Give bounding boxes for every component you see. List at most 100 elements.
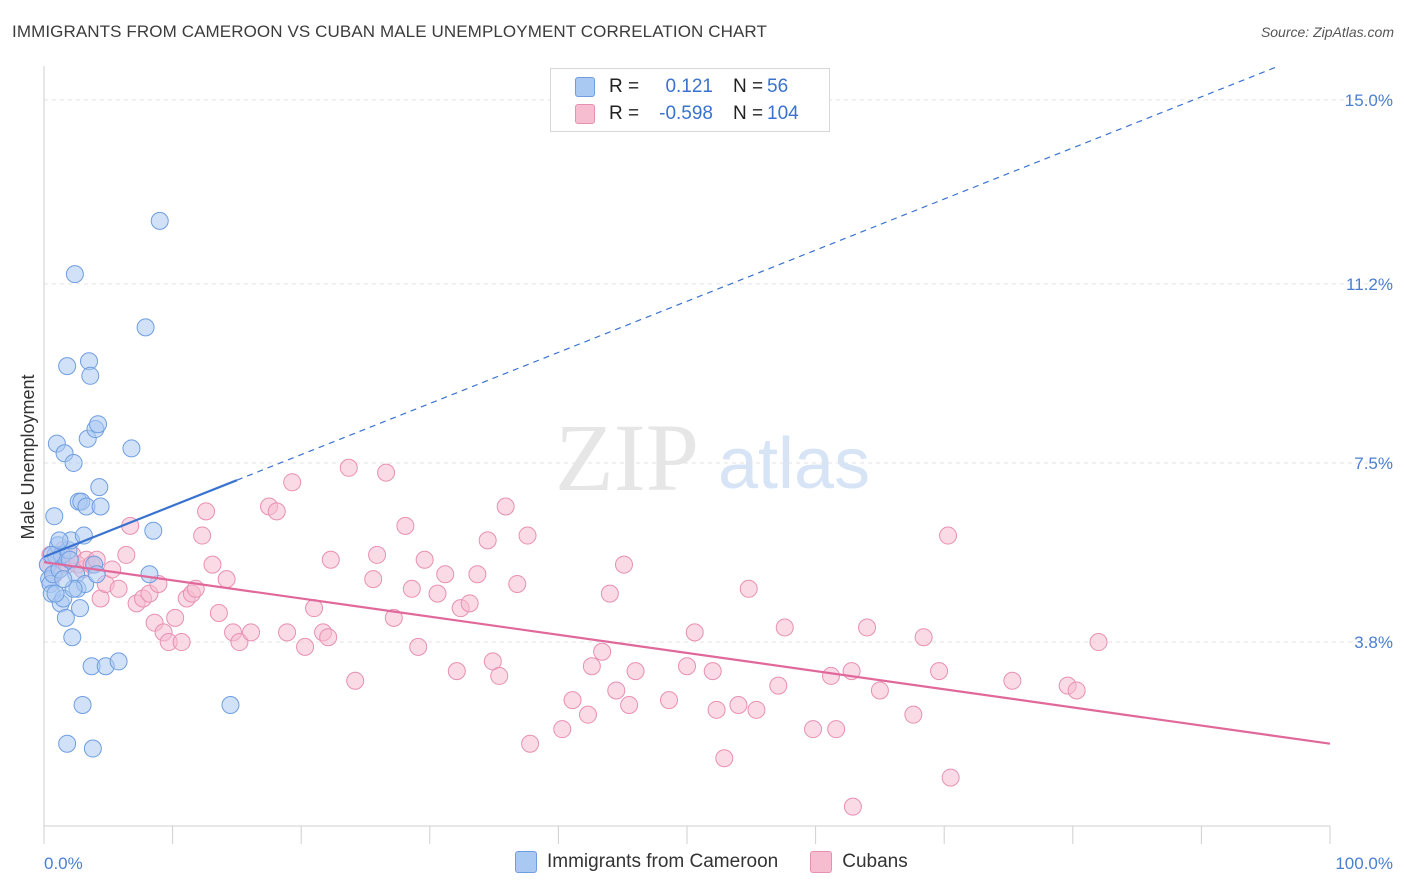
cubans-point-94[interactable]: [827, 720, 846, 739]
cubans-point-43[interactable]: [296, 637, 315, 656]
cubans-point-57[interactable]: [415, 550, 434, 569]
cameroon-point-35[interactable]: [83, 739, 102, 758]
cubans-point-53[interactable]: [384, 608, 403, 627]
cubans-point-38[interactable]: [242, 623, 261, 642]
cubans-point-84[interactable]: [703, 662, 722, 681]
cameroon-point-50[interactable]: [58, 734, 77, 753]
cubans-point-34[interactable]: [209, 604, 228, 623]
cameroon-point-5[interactable]: [45, 507, 64, 526]
cubans-point-82[interactable]: [678, 657, 696, 676]
legend-item-cameroon[interactable]: Immigrants from Cameroon: [515, 851, 778, 873]
cameroon-point-15[interactable]: [58, 357, 77, 376]
cubans-point-17[interactable]: [117, 545, 136, 564]
cubans-point-78[interactable]: [614, 555, 633, 574]
cameroon-point-53[interactable]: [54, 570, 73, 589]
cubans-point-33[interactable]: [203, 555, 222, 574]
cubans-point-52[interactable]: [377, 463, 396, 482]
cubans-point-86[interactable]: [715, 749, 734, 768]
cubans-point-51[interactable]: [368, 545, 387, 564]
cubans-point-100[interactable]: [914, 628, 933, 647]
cubans-point-90[interactable]: [769, 676, 788, 695]
cubans-point-92[interactable]: [804, 720, 823, 739]
cubans-point-42[interactable]: [283, 473, 302, 492]
cubans-point-55[interactable]: [402, 579, 421, 598]
cubans-point-96[interactable]: [843, 797, 862, 816]
cubans-point-102[interactable]: [939, 526, 958, 545]
cubans-point-68[interactable]: [508, 574, 527, 593]
cubans-point-35[interactable]: [217, 570, 236, 589]
cameroon-point-44[interactable]: [122, 439, 141, 458]
cameroon-point-40[interactable]: [90, 478, 109, 497]
cubans-point-37[interactable]: [230, 633, 249, 652]
cameroon-point-55[interactable]: [50, 531, 69, 550]
cubans-point-72[interactable]: [563, 691, 582, 710]
cubans-point-103[interactable]: [941, 768, 960, 787]
cameroon-point-47[interactable]: [144, 521, 163, 540]
cubans-point-54[interactable]: [396, 516, 415, 535]
legend-item-cubans[interactable]: Cubans: [810, 851, 908, 873]
cubans-point-89[interactable]: [747, 700, 766, 719]
cubans-point-49[interactable]: [346, 671, 365, 690]
cameroon-point-46[interactable]: [140, 565, 159, 584]
cameroon-point-45[interactable]: [136, 318, 155, 337]
cubans-point-80[interactable]: [626, 662, 645, 681]
cubans-point-79[interactable]: [620, 695, 639, 714]
cubans-point-56[interactable]: [409, 637, 428, 656]
cubans-point-104[interactable]: [1003, 671, 1022, 690]
cubans-point-26[interactable]: [166, 608, 185, 627]
cubans-point-81[interactable]: [659, 691, 678, 710]
cameroon-point-41[interactable]: [91, 497, 110, 516]
cubans-point-74[interactable]: [582, 657, 601, 676]
cubans-point-47[interactable]: [321, 550, 340, 569]
cubans-point-87[interactable]: [729, 695, 748, 714]
cubans-point-69[interactable]: [518, 526, 537, 545]
cameroon-point-39[interactable]: [89, 415, 108, 434]
cubans-point-107[interactable]: [1089, 633, 1108, 652]
cubans-point-60[interactable]: [447, 662, 466, 681]
cubans-point-75[interactable]: [593, 642, 612, 661]
cameroon-point-20[interactable]: [64, 453, 83, 472]
cubans-point-99[interactable]: [904, 705, 923, 724]
cameroon-point-49[interactable]: [221, 695, 240, 714]
cameroon-point-21[interactable]: [65, 265, 84, 284]
cubans-point-67[interactable]: [496, 497, 515, 516]
cameroon-point-43[interactable]: [109, 652, 128, 671]
cubans-point-93[interactable]: [822, 666, 841, 685]
cubans-point-101[interactable]: [930, 662, 949, 681]
cubans-point-46[interactable]: [319, 628, 338, 647]
cameroon-point-14[interactable]: [56, 608, 75, 627]
cubans-point-32[interactable]: [197, 502, 216, 521]
cubans-point-31[interactable]: [193, 526, 212, 545]
cubans-point-59[interactable]: [436, 565, 455, 584]
cubans-point-91[interactable]: [775, 618, 794, 637]
cubans-point-97[interactable]: [858, 618, 877, 637]
cubans-point-48[interactable]: [339, 458, 358, 477]
cubans-point-41[interactable]: [278, 623, 297, 642]
cubans-point-77[interactable]: [607, 681, 626, 700]
cameroon-point-52[interactable]: [46, 584, 65, 603]
cubans-point-16[interactable]: [109, 579, 128, 598]
cameroon-point-19[interactable]: [63, 628, 82, 647]
cubans-point-15[interactable]: [103, 560, 122, 579]
cubans-point-88[interactable]: [739, 579, 758, 598]
cubans-point-40[interactable]: [267, 502, 286, 521]
cubans-point-66[interactable]: [490, 666, 509, 685]
cubans-point-71[interactable]: [553, 720, 572, 739]
cubans-point-27[interactable]: [172, 633, 191, 652]
cubans-point-64[interactable]: [478, 531, 497, 550]
cameroon-point-48[interactable]: [150, 211, 169, 230]
cubans-point-62[interactable]: [460, 594, 479, 613]
cameroon-point-25[interactable]: [71, 599, 90, 618]
cubans-point-85[interactable]: [707, 700, 726, 719]
cubans-point-63[interactable]: [468, 565, 487, 584]
cameroon-point-27[interactable]: [73, 695, 92, 714]
cubans-point-83[interactable]: [685, 623, 704, 642]
cubans-point-50[interactable]: [364, 570, 383, 589]
cubans-point-76[interactable]: [600, 584, 619, 603]
cubans-point-58[interactable]: [428, 584, 447, 603]
cubans-point-73[interactable]: [578, 705, 597, 724]
cubans-point-106[interactable]: [1067, 681, 1086, 700]
cubans-point-98[interactable]: [870, 681, 889, 700]
cameroon-point-33[interactable]: [81, 366, 100, 385]
cubans-point-70[interactable]: [521, 734, 540, 753]
